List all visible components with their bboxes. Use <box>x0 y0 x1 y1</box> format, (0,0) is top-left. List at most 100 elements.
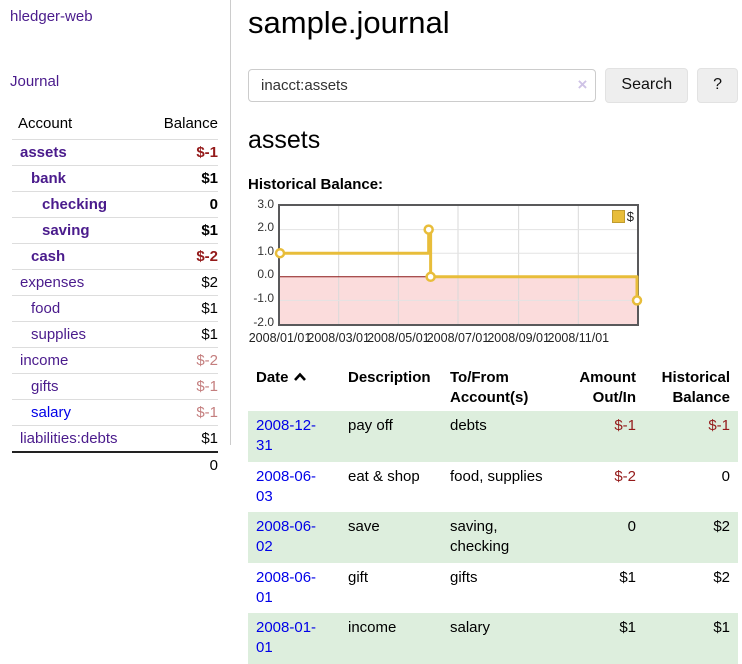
y-tick-label: -1.0 <box>253 291 274 306</box>
account-link[interactable]: gifts <box>31 378 59 395</box>
register-header-description: Description <box>348 368 431 386</box>
y-tick-label: 1.0 <box>257 243 274 258</box>
register-header-date-label: Date <box>256 368 289 386</box>
register-header-balance: Historical Balance <box>661 368 730 406</box>
account-balance: $-2 <box>143 347 218 374</box>
transaction-accounts: saving, checking <box>450 518 510 556</box>
accounts-header-row: Account Balance <box>12 112 218 140</box>
x-tick-label: 2008/07/01 <box>426 330 490 345</box>
transaction-description: pay off <box>348 417 393 435</box>
account-balance: $1 <box>143 165 218 192</box>
register-header-date[interactable]: Date <box>248 365 340 412</box>
account-row: liabilities:debts $1 <box>12 425 218 453</box>
y-tick-label: 0.0 <box>257 267 274 282</box>
x-tick-label: 2008/09/01 <box>487 330 550 345</box>
transaction-amount: $1 <box>619 619 636 637</box>
account-link[interactable]: cash <box>31 248 66 265</box>
transaction-row: 2008-06-03 eat & shop food, supplies $-2 0 <box>248 462 738 513</box>
accounts-table: Account Balance assets $-1 bank $1 checking 0… <box>12 112 218 478</box>
transaction-row: 2008-06-01 gift gifts $1 $2 <box>248 563 738 614</box>
search-form: × Search ? <box>248 67 738 103</box>
transaction-date-link[interactable]: 2008-06-03 <box>256 467 317 505</box>
account-balance: $2 <box>143 269 218 296</box>
search-input-wrap: × <box>248 68 597 102</box>
account-balance: $1 <box>143 425 218 453</box>
x-tick-label: 2008/05/01 <box>367 330 430 345</box>
transaction-date-cell: 2008-06-03 <box>248 462 340 513</box>
account-heading: assets <box>248 125 321 154</box>
sidebar-divider <box>230 0 231 445</box>
transaction-amount: 0 <box>627 518 636 536</box>
page-title: sample.journal <box>248 5 450 40</box>
clear-search-icon[interactable]: × <box>577 74 588 94</box>
chart-title: Historical Balance: <box>248 175 384 193</box>
transaction-date-cell: 2008-06-02 <box>248 512 340 563</box>
account-row: food $1 <box>12 295 218 322</box>
register-table: Date Description To/From Account(s) Amou… <box>248 365 738 664</box>
account-row: saving $1 <box>12 217 218 244</box>
search-input[interactable] <box>248 68 597 102</box>
account-row: expenses $2 <box>12 269 218 296</box>
account-link[interactable]: income <box>20 352 69 369</box>
account-row: salary $-1 <box>12 399 218 426</box>
account-link[interactable]: assets <box>20 144 67 161</box>
account-link[interactable]: saving <box>42 222 90 239</box>
transaction-row: 2008-12-31 pay off debts $-1 $-1 <box>248 411 738 462</box>
transaction-balance: $2 <box>713 568 730 586</box>
account-row: checking 0 <box>12 191 218 218</box>
account-link[interactable]: salary <box>31 404 72 421</box>
account-row: gifts $-1 <box>12 373 218 400</box>
legend-swatch-icon <box>611 209 625 223</box>
account-balance: $1 <box>143 217 218 244</box>
transaction-date-cell: 2008-12-31 <box>248 411 340 462</box>
search-button[interactable]: Search <box>605 67 689 103</box>
transaction-balance: $2 <box>713 518 730 536</box>
account-row: bank $1 <box>12 165 218 192</box>
account-balance: $1 <box>143 295 218 322</box>
transaction-description: income <box>348 619 397 637</box>
transaction-balance: $-1 <box>708 417 730 435</box>
accounts-header-account: Account <box>12 112 144 140</box>
balance-chart: $ 3.0 2.0 1.0 0.0 -1.0 -2.0 2008/01/01 2008/03/… <box>248 197 738 348</box>
x-tick-label: 2008/01/01 <box>248 330 312 345</box>
y-tick-label: -2.0 <box>253 314 274 329</box>
transaction-amount: $-2 <box>614 467 636 485</box>
accounts-header-balance: Balance <box>143 112 218 140</box>
transaction-description: gift <box>348 568 369 586</box>
account-balance: 0 <box>143 191 218 218</box>
transaction-description: eat & shop <box>348 467 420 485</box>
transaction-date-link[interactable]: 2008-06-01 <box>256 568 317 606</box>
account-balance: $-1 <box>143 139 218 166</box>
data-point-marker <box>425 271 436 282</box>
accounts-total-spacer <box>12 451 144 478</box>
help-button[interactable]: ? <box>697 67 738 103</box>
register-header-amount: Amount Out/In <box>579 368 636 406</box>
account-link[interactable]: checking <box>42 196 108 213</box>
brand-link[interactable]: hledger-web <box>10 8 93 25</box>
transaction-accounts: debts <box>450 417 487 435</box>
sidebar: hledger-web Journal Account Balance asse… <box>0 0 230 478</box>
data-point-marker <box>423 223 434 235</box>
transaction-accounts: food, supplies <box>450 467 543 485</box>
account-link[interactable]: liabilities:debts <box>20 430 118 447</box>
transaction-date-link[interactable]: 2008-06-02 <box>256 518 317 556</box>
account-link[interactable]: food <box>31 300 61 317</box>
transaction-date-link[interactable]: 2008-12-31 <box>256 417 317 455</box>
account-row: assets $-1 <box>12 139 218 166</box>
account-link[interactable]: bank <box>31 170 67 187</box>
account-row: supplies $1 <box>12 321 218 348</box>
x-tick-label: 2008/11/01 <box>547 330 610 345</box>
transaction-description: save <box>348 518 380 536</box>
account-link[interactable]: supplies <box>31 326 87 343</box>
account-balance: $-1 <box>143 399 218 426</box>
transaction-date-link[interactable]: 2008-01-01 <box>256 619 317 657</box>
account-link[interactable]: expenses <box>20 274 85 291</box>
transaction-date-cell: 2008-01-01 <box>248 613 340 664</box>
account-row: cash $-2 <box>12 243 218 270</box>
transaction-accounts: salary <box>450 619 491 637</box>
accounts-total-value: 0 <box>143 451 218 478</box>
sidebar-item-journal[interactable]: Journal <box>10 73 60 90</box>
account-balance: $1 <box>143 321 218 348</box>
account-balance: $-2 <box>143 243 218 270</box>
y-tick-label: 2.0 <box>257 220 274 235</box>
